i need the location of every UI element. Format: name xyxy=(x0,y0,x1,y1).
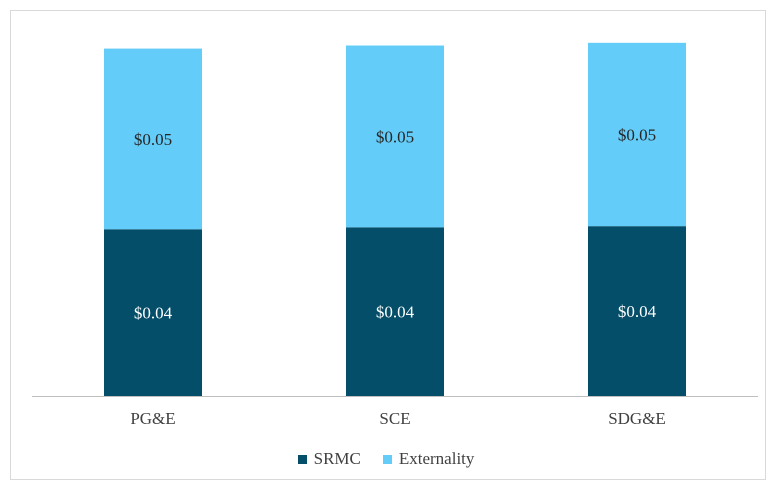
x-tick-label-1: SCE xyxy=(379,409,410,428)
legend-swatch-srmc xyxy=(297,454,307,464)
x-tick-labels: PG&E SCE SDG&E xyxy=(130,409,665,428)
x-tick-label-2: SDG&E xyxy=(608,409,666,428)
legend-item-externality: Externality xyxy=(382,449,475,469)
bar-srmc-2 xyxy=(588,226,686,396)
data-label-externality-0: $0.05 xyxy=(134,130,172,149)
bar-group: $0.04 $0.05 $0.04 $0.05 $0.04 $0.05 xyxy=(104,42,686,396)
legend: SRMC Externality xyxy=(0,448,772,470)
x-tick-label-0: PG&E xyxy=(130,409,175,428)
legend-label-srmc: SRMC xyxy=(313,449,361,468)
data-label-externality-2: $0.05 xyxy=(618,125,656,144)
legend-swatch-externality xyxy=(382,454,392,464)
data-label-srmc-1: $0.04 xyxy=(376,303,415,322)
data-label-externality-1: $0.05 xyxy=(376,127,414,146)
legend-item-srmc: SRMC xyxy=(297,449,361,469)
bar-externality-0 xyxy=(104,48,202,230)
data-label-srmc-2: $0.04 xyxy=(618,302,657,321)
bar-externality-1 xyxy=(346,45,444,228)
data-label-srmc-0: $0.04 xyxy=(134,304,173,323)
bar-srmc-1 xyxy=(346,227,444,396)
bar-externality-2 xyxy=(588,42,686,227)
legend-label-externality: Externality xyxy=(398,449,475,468)
bar-srmc-0 xyxy=(104,229,202,396)
